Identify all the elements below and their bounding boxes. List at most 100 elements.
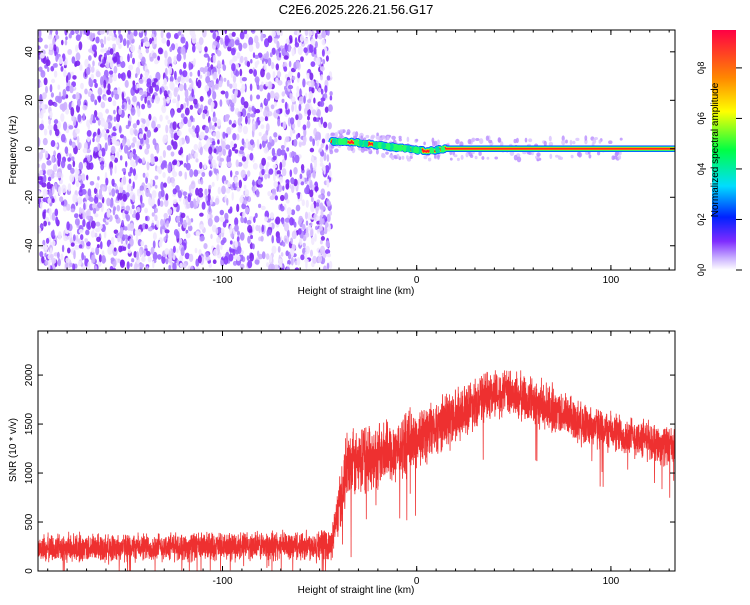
spectrogram-noise-cell [91, 203, 97, 209]
spectrogram-noise-cell [282, 185, 285, 191]
spectrogram-noise-cell [47, 67, 50, 72]
spectrogram-noise-cell [44, 44, 48, 49]
spectrogram-noise-cell [273, 181, 279, 188]
spectrogram-noise-cell [285, 179, 290, 184]
spectrogram-noise-cell [103, 121, 109, 129]
spectrogram-noise-cell [244, 189, 250, 197]
spectrogram-noise-cell [277, 118, 281, 127]
spectrogram-noise-cell [268, 223, 272, 228]
spectrogram-noise-cell [247, 260, 253, 269]
spectrogram-noise-cell [38, 176, 43, 181]
spectrogram-noise-cell [112, 43, 116, 48]
spectrogram-noise-cell [231, 63, 236, 72]
spectrogram-noise-cell [163, 212, 168, 219]
spectrogram-noise-cell [328, 170, 332, 178]
spectrogram-noise-cell [211, 125, 216, 131]
spectrogram-noise-cell [224, 30, 227, 35]
spectrogram-noise-cell [303, 37, 309, 45]
spectrogram-noise-cell [241, 108, 247, 118]
spectrogram-noise-cell [212, 140, 216, 146]
spectrogram-noise-cell [239, 263, 245, 270]
spectrogram-noise-cell [198, 191, 204, 198]
spectrogram-noise-cell [65, 75, 69, 84]
spectrogram-noise-cell [198, 249, 202, 255]
spectrogram-noise-cell [40, 201, 43, 210]
spectrogram-noise-cell [292, 129, 296, 134]
spectrogram-noise-cell [170, 132, 174, 139]
spectrogram-noise-cell [226, 126, 232, 135]
spectrogram-noise-cell [199, 212, 204, 217]
spectrogram-noise-cell [128, 99, 131, 105]
spectrogram-noise-cell [173, 229, 179, 236]
spectrogram-noise-cell [280, 252, 284, 257]
spectrogram-noise-cell [300, 56, 304, 62]
spectrogram-noise-cell [144, 223, 149, 230]
spectrogram-noise-cell [119, 182, 124, 188]
spectrogram-noise-cell [94, 265, 98, 270]
spectrogram-noise-cell [287, 259, 291, 266]
spectrogram-noise-cell [156, 144, 160, 154]
spectrogram-ridge-blob [406, 145, 411, 153]
colorbar-tick-label: 0.8 [696, 62, 706, 75]
spectrogram-noise-cell [107, 122, 112, 129]
spectrogram-noise-cell [142, 118, 146, 125]
spectrogram-noise-cell [103, 96, 107, 102]
spectrogram-noise-cell [232, 74, 237, 83]
spectrogram-noise-cell [304, 251, 308, 261]
spectrogram-noise-cell [138, 89, 144, 95]
spectrogram-noise-cell [40, 70, 46, 78]
spectrogram-noise-cell [225, 114, 230, 119]
spectrogram-noise-cell [60, 253, 64, 261]
spectrogram-noise-cell [321, 49, 325, 57]
spectrogram-noise-cell [195, 158, 199, 163]
spectrogram-noise-cell [178, 138, 183, 147]
spectrogram-noise-cell [215, 130, 221, 140]
spectrogram-noise-cell [267, 35, 273, 43]
spectrogram-noise-cell [195, 41, 201, 50]
spectrogram-halo-cell [437, 139, 440, 146]
spectrogram-noise-cell [232, 260, 238, 266]
spectrogram-ridge-blob [363, 140, 369, 148]
spectrogram-noise-cell [38, 151, 44, 160]
spectrogram-noise-cell [48, 51, 53, 56]
spectrogram-noise-cell [271, 188, 277, 195]
spectrogram-noise-cell [159, 87, 162, 95]
spectrogram-noise-cell [97, 202, 103, 209]
spectrogram-noise-cell [145, 188, 151, 198]
spectrogram-noise-cell [231, 31, 236, 37]
spectrogram-noise-cell [217, 60, 221, 69]
spectrogram-halo-cell [543, 140, 547, 147]
spectrogram-noise-cell [237, 111, 241, 118]
spectrogram-noise-cell [254, 54, 259, 60]
spectrogram-noise-cell [311, 203, 315, 212]
spectrogram-noise-cell [154, 175, 159, 180]
spectrogram-noise-cell [221, 30, 225, 36]
spectrogram-noise-cell [163, 236, 167, 242]
spectrogram-halo-cell [615, 150, 620, 156]
spectrogram-noise-cell [253, 216, 256, 224]
spectrogram-noise-cell [252, 243, 255, 250]
spectrogram-noise-cell [78, 161, 84, 171]
spectrogram-noise-cell [329, 95, 333, 101]
spectrogram-noise-cell [85, 229, 90, 236]
snr-y-tick-label: 2000 [24, 364, 35, 387]
spectrogram-noise-cell [105, 108, 109, 114]
spectrogram-noise-cell [320, 230, 325, 236]
spectrogram-noise-cell [169, 81, 175, 90]
spectrogram-noise-cell [71, 141, 76, 148]
spectrogram-halo-cell [370, 134, 376, 139]
spectrogram-noise-cell [179, 262, 183, 268]
spectrogram-noise-cell [45, 150, 49, 159]
spectrogram-noise-cell [57, 96, 63, 104]
spectrogram-noise-cell [90, 73, 95, 80]
spectrogram-noise-cell [315, 207, 319, 215]
spectrogram-noise-cell [84, 238, 88, 243]
spectrogram-noise-cell [231, 123, 237, 128]
spectrogram-noise-cell [180, 36, 186, 44]
spectrogram-noise-cell [124, 234, 129, 239]
spectrogram-noise-cell [171, 139, 174, 146]
spectrogram-noise-cell [183, 116, 188, 125]
spectrogram-noise-cell [121, 72, 126, 82]
spectrogram-noise-cell [78, 207, 82, 215]
spectrogram-noise-cell [43, 77, 48, 86]
